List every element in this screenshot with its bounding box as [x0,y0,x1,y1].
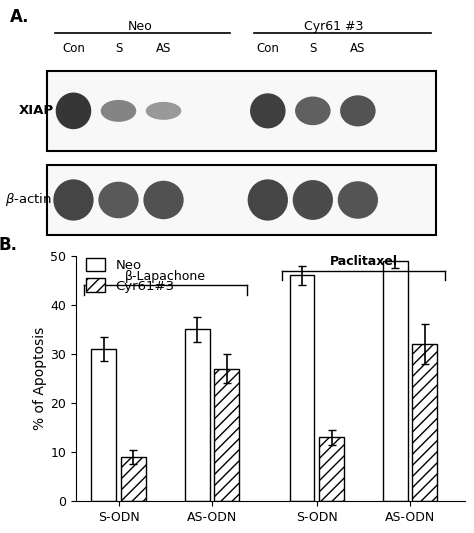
Ellipse shape [293,180,333,220]
Legend: Neo, Cyr61#3: Neo, Cyr61#3 [86,257,174,293]
Bar [319,437,344,501]
Bar [121,457,146,501]
Ellipse shape [143,181,184,219]
Bar [91,349,116,501]
Text: A.: A. [9,7,29,26]
Ellipse shape [100,100,137,122]
Ellipse shape [146,102,181,120]
Text: S: S [115,42,122,54]
Ellipse shape [98,182,138,219]
Bar [290,276,314,501]
Bar [412,344,438,501]
Text: XIAP: XIAP [19,104,54,117]
Y-axis label: % of Apoptosis: % of Apoptosis [33,327,47,430]
Text: B.: B. [0,236,17,254]
Ellipse shape [247,179,288,221]
Text: $\beta$-actin: $\beta$-actin [5,191,52,208]
Bar [47,71,436,151]
Text: Paclitaxel: Paclitaxel [329,255,398,268]
Text: Con: Con [256,42,279,54]
Text: AS: AS [156,42,171,54]
Bar [214,369,239,501]
Ellipse shape [250,93,285,128]
Ellipse shape [295,96,331,125]
Text: Neo: Neo [128,20,152,34]
Ellipse shape [337,181,378,219]
Text: S: S [309,42,317,54]
Text: AS: AS [350,42,365,54]
Ellipse shape [340,95,375,126]
Bar [47,165,436,235]
Bar [185,329,210,501]
Ellipse shape [55,93,91,129]
Text: β-Lapachone: β-Lapachone [125,270,206,283]
Text: Con: Con [62,42,85,54]
Text: Cyr61 #3: Cyr61 #3 [304,20,364,34]
Ellipse shape [53,179,94,221]
Bar [383,261,408,501]
